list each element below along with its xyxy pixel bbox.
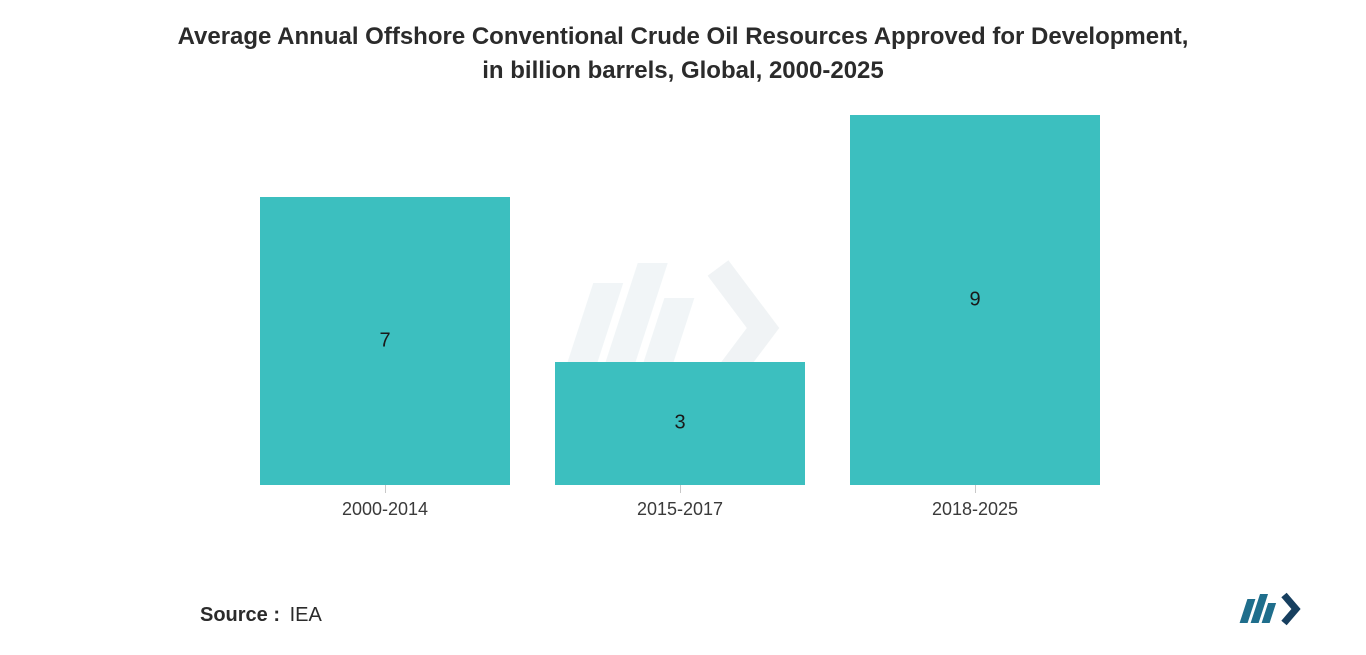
source-value: IEA [290,604,322,626]
bar-slot-1: 3 [555,115,805,485]
bar-slot-2: 9 [850,115,1100,485]
bar-value-0: 7 [379,330,390,353]
x-label-1: 2015-2017 [637,499,723,520]
x-tick-2 [975,485,976,493]
brand-logo-icon [1236,591,1316,627]
source-citation: Source : IEA [200,604,322,627]
bar-value-2: 9 [969,289,980,312]
bar-0: 7 [260,197,510,485]
bar-1: 3 [555,362,805,485]
chart-title-line2: in billion barrels, Global, 2000-2025 [482,57,883,84]
x-tick-group-0: 2000-2014 [260,485,510,525]
x-label-0: 2000-2014 [342,499,428,520]
chart-plot-area: 7 3 9 [260,115,1100,485]
x-tick-group-1: 2015-2017 [555,485,805,525]
chart-title-line1: Average Annual Offshore Conventional Cru… [178,23,1189,50]
x-label-2: 2018-2025 [932,499,1018,520]
x-tick-0 [385,485,386,493]
bar-value-1: 3 [674,412,685,435]
bar-2: 9 [850,115,1100,485]
chart-title: Average Annual Offshore Conventional Cru… [60,20,1306,87]
x-tick-1 [680,485,681,493]
x-axis: 2000-2014 2015-2017 2018-2025 [260,485,1100,525]
bar-slot-0: 7 [260,115,510,485]
source-label: Source : [200,604,280,626]
x-tick-group-2: 2018-2025 [850,485,1100,525]
